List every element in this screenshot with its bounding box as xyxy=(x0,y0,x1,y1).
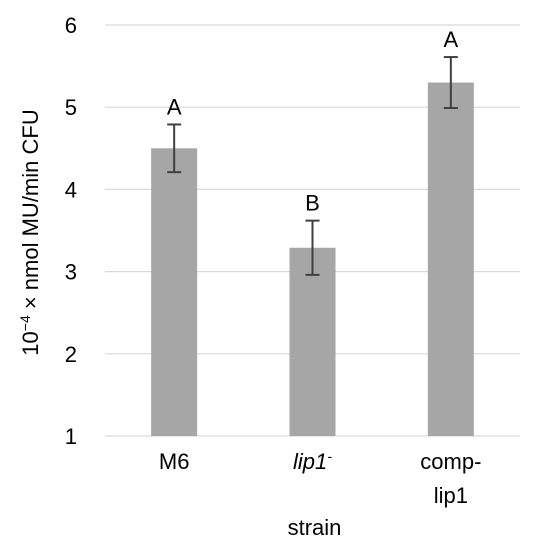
bar xyxy=(427,82,474,436)
significance-letter: B xyxy=(305,191,320,216)
error-bar xyxy=(443,56,458,110)
error-bar xyxy=(167,123,182,174)
y-tick-label: 1 xyxy=(65,424,77,449)
y-tick-labels: 1 2 3 4 5 6 xyxy=(65,13,77,449)
error-bar xyxy=(305,219,320,276)
y-axis-title: 10−4 × nmol MU/min CFU xyxy=(17,109,43,355)
x-axis-title: strain xyxy=(288,515,342,540)
y-tick-label: 3 xyxy=(65,260,77,285)
x-tick-label: comp-lip1 xyxy=(420,449,481,508)
error-bars xyxy=(167,56,458,276)
bars xyxy=(151,82,474,437)
x-tick-label: lip1- xyxy=(293,448,332,474)
y-tick-label: 2 xyxy=(65,342,77,367)
bar xyxy=(151,148,198,437)
y-tick-label: 4 xyxy=(65,177,77,202)
bar xyxy=(289,247,336,436)
y-tick-label: 5 xyxy=(65,95,77,120)
significance-labels: A B A xyxy=(167,27,459,216)
x-tick-labels: M6 lip1- comp-lip1 xyxy=(159,448,482,508)
x-tick-label: M6 xyxy=(159,449,190,474)
significance-letter: A xyxy=(167,94,182,119)
significance-letter: A xyxy=(443,27,458,52)
y-tick-label: 6 xyxy=(65,13,77,38)
